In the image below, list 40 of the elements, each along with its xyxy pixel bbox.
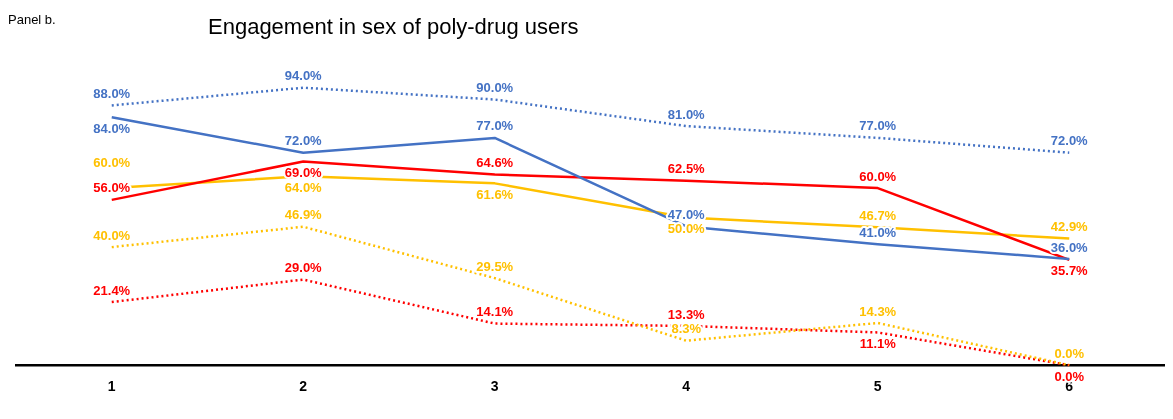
data-label: 88.0% xyxy=(93,86,131,101)
data-label: 29.5% xyxy=(476,258,514,274)
data-label: 50.0% xyxy=(667,221,706,237)
text: Panel b. xyxy=(8,12,56,27)
x-tick-label: 4 xyxy=(682,378,691,395)
data-label: 35.7% xyxy=(1050,263,1089,279)
data-label: 41.0% xyxy=(859,224,897,240)
data-label: 72.0% xyxy=(1050,133,1089,149)
data-label: 64.6% xyxy=(476,155,514,171)
data-label: 40.0% xyxy=(93,227,131,243)
data-label: 0.0% xyxy=(1054,345,1085,361)
data-label: 60.0% xyxy=(859,168,897,184)
data-label: 8.3% xyxy=(671,321,702,337)
data-label: 14.3% xyxy=(859,303,897,319)
data-label: 11.1% xyxy=(859,336,897,352)
data-label: 13.3% xyxy=(667,306,706,322)
x-tick-label: 1 xyxy=(107,378,116,395)
data-label: 36.0% xyxy=(1050,239,1089,255)
data-label: 61.6% xyxy=(476,186,514,202)
data-label: 29.0% xyxy=(284,260,323,276)
data-label: 46.7% xyxy=(859,207,897,223)
data-label: 62.5% xyxy=(667,161,706,177)
chart-title: Engagement in sex of poly-drug users xyxy=(208,14,579,39)
data-label: 77.0% xyxy=(859,118,897,134)
x-tick-label: 2 xyxy=(299,378,308,395)
data-label: 72.0% xyxy=(284,133,323,149)
data-label: 64.0% xyxy=(284,179,323,195)
data-label: 84.0% xyxy=(93,120,131,136)
data-label: 14.1% xyxy=(476,304,514,320)
data-label: 90.0% xyxy=(476,80,514,96)
x-tick-label: 5 xyxy=(873,378,882,395)
data-label: 94.0% xyxy=(284,68,323,84)
data-label: 56.0% xyxy=(93,180,131,196)
data-label: 77.0% xyxy=(476,118,514,134)
data-label: 46.9% xyxy=(284,207,323,223)
data-label: 21.4% xyxy=(93,282,131,298)
x-tick-label: 3 xyxy=(490,378,499,395)
data-label: 42.9% xyxy=(1050,219,1089,235)
data-label: 81.0% xyxy=(667,106,706,122)
data-label: 60.0% xyxy=(93,154,131,170)
